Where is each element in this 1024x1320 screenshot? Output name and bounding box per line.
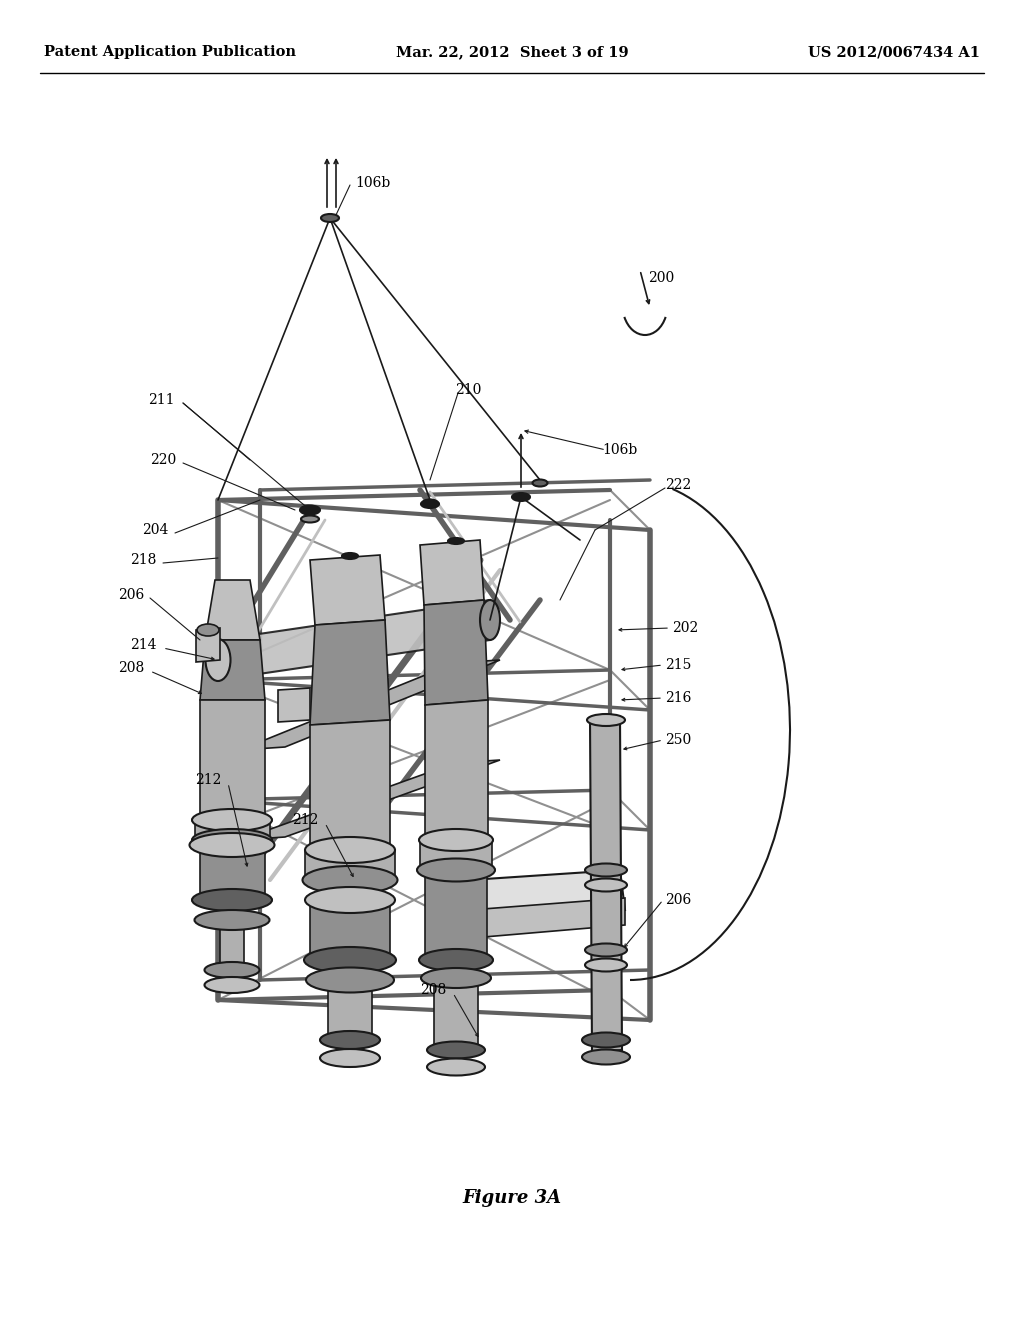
Text: 206: 206 xyxy=(665,894,691,907)
Polygon shape xyxy=(328,979,372,1040)
Text: 204: 204 xyxy=(142,523,168,537)
Ellipse shape xyxy=(342,553,358,558)
Ellipse shape xyxy=(302,866,397,894)
Text: 218: 218 xyxy=(130,553,157,568)
Text: 210: 210 xyxy=(455,383,481,397)
Ellipse shape xyxy=(305,837,395,863)
Ellipse shape xyxy=(205,977,259,993)
Text: 220: 220 xyxy=(150,453,176,467)
Ellipse shape xyxy=(582,1049,630,1064)
Ellipse shape xyxy=(205,962,259,978)
Ellipse shape xyxy=(300,506,319,515)
Ellipse shape xyxy=(193,888,272,911)
Polygon shape xyxy=(218,601,490,680)
Polygon shape xyxy=(310,900,390,960)
Ellipse shape xyxy=(585,944,627,957)
Ellipse shape xyxy=(319,1049,380,1067)
Ellipse shape xyxy=(585,863,627,876)
Text: 212: 212 xyxy=(292,813,318,828)
Text: US 2012/0067434 A1: US 2012/0067434 A1 xyxy=(808,45,980,59)
Text: 202: 202 xyxy=(672,620,698,635)
Text: 206: 206 xyxy=(118,587,144,602)
Ellipse shape xyxy=(305,887,395,913)
Ellipse shape xyxy=(427,1041,485,1059)
Ellipse shape xyxy=(304,946,396,973)
Polygon shape xyxy=(200,847,265,900)
Polygon shape xyxy=(240,660,500,750)
Text: Patent Application Publication: Patent Application Publication xyxy=(44,45,296,59)
Text: 208: 208 xyxy=(118,661,144,675)
Polygon shape xyxy=(420,840,492,870)
Polygon shape xyxy=(200,700,265,820)
Text: 214: 214 xyxy=(130,638,157,652)
Ellipse shape xyxy=(587,714,625,726)
Ellipse shape xyxy=(532,479,548,487)
Polygon shape xyxy=(205,579,260,640)
Polygon shape xyxy=(310,554,385,624)
Polygon shape xyxy=(195,820,270,845)
Ellipse shape xyxy=(319,1031,380,1049)
Ellipse shape xyxy=(321,214,339,222)
Ellipse shape xyxy=(419,949,493,972)
Text: 212: 212 xyxy=(195,774,221,787)
Polygon shape xyxy=(424,601,488,705)
Polygon shape xyxy=(434,978,478,1049)
Ellipse shape xyxy=(449,539,464,544)
Polygon shape xyxy=(305,850,395,880)
Text: 215: 215 xyxy=(665,657,691,672)
Ellipse shape xyxy=(585,958,627,972)
Polygon shape xyxy=(470,898,625,939)
Text: 106b: 106b xyxy=(602,444,637,457)
Polygon shape xyxy=(200,640,265,700)
Text: 216: 216 xyxy=(665,690,691,705)
Ellipse shape xyxy=(421,968,490,987)
Text: 211: 211 xyxy=(148,393,174,407)
Text: 200: 200 xyxy=(648,271,674,285)
Ellipse shape xyxy=(193,809,272,832)
Ellipse shape xyxy=(419,829,493,851)
Ellipse shape xyxy=(417,858,495,882)
Ellipse shape xyxy=(427,1059,485,1076)
Text: 208: 208 xyxy=(420,983,446,997)
Ellipse shape xyxy=(301,516,319,523)
Ellipse shape xyxy=(512,492,530,502)
Ellipse shape xyxy=(306,968,394,993)
Ellipse shape xyxy=(582,1032,630,1048)
Polygon shape xyxy=(420,540,484,605)
Ellipse shape xyxy=(197,624,219,636)
Ellipse shape xyxy=(421,500,439,508)
Polygon shape xyxy=(278,688,310,722)
Ellipse shape xyxy=(585,879,627,891)
Polygon shape xyxy=(425,870,487,960)
Text: 222: 222 xyxy=(665,478,691,492)
Text: 106b: 106b xyxy=(355,176,390,190)
Ellipse shape xyxy=(513,494,529,500)
Ellipse shape xyxy=(195,909,269,931)
Text: 250: 250 xyxy=(665,733,691,747)
Polygon shape xyxy=(196,628,220,663)
Text: Mar. 22, 2012  Sheet 3 of 19: Mar. 22, 2012 Sheet 3 of 19 xyxy=(395,45,629,59)
Polygon shape xyxy=(220,920,244,970)
Polygon shape xyxy=(310,719,390,850)
Ellipse shape xyxy=(206,639,230,681)
Polygon shape xyxy=(470,870,625,921)
Polygon shape xyxy=(590,718,622,1052)
Ellipse shape xyxy=(423,499,437,507)
Polygon shape xyxy=(310,620,390,725)
Polygon shape xyxy=(240,760,500,840)
Ellipse shape xyxy=(189,833,274,857)
Ellipse shape xyxy=(193,829,272,851)
Ellipse shape xyxy=(480,601,500,640)
Polygon shape xyxy=(425,700,488,840)
Text: Figure 3A: Figure 3A xyxy=(463,1189,561,1206)
